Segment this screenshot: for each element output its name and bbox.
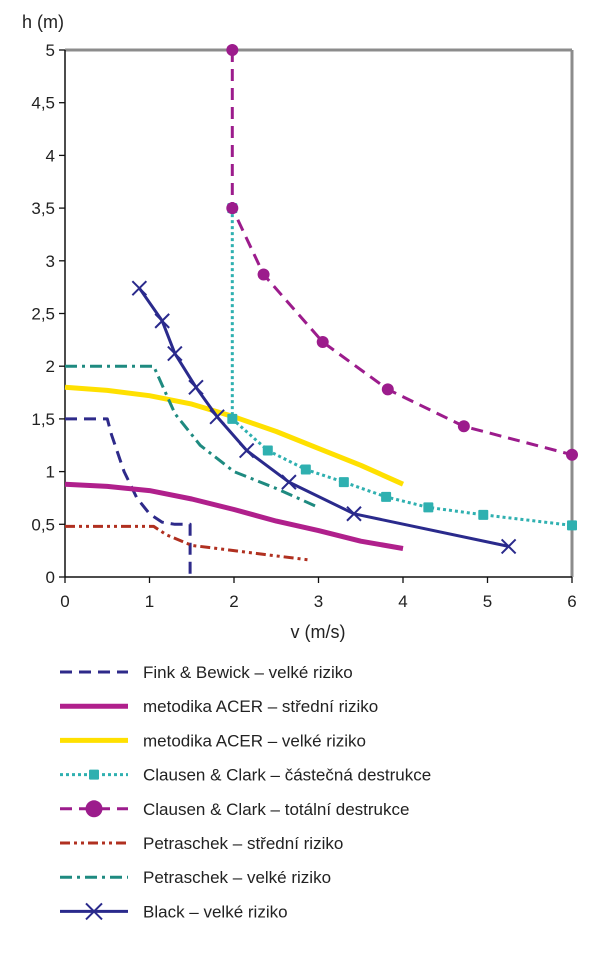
legend-item: Fink & Bewick – velké riziko [60, 663, 353, 682]
series-line [138, 287, 509, 548]
data-point [423, 502, 434, 513]
series-line [64, 481, 404, 551]
data-point [457, 420, 470, 433]
data-point [300, 464, 311, 475]
data-point [316, 335, 329, 348]
series-line [65, 524, 311, 562]
legend-label: Petraschek – velké riziko [143, 868, 331, 887]
series-5 [65, 524, 311, 562]
x-tick-label: 3 [314, 592, 323, 611]
legend-item: Clausen & Clark – totální destrukce [60, 800, 409, 819]
series-0 [65, 417, 192, 577]
y-tick-label: 4,5 [31, 94, 55, 113]
data-point [262, 445, 273, 456]
y-axis-title: h (m) [22, 12, 64, 32]
data-point [154, 313, 170, 329]
axes-layer: 0 0,5 1 1,5 2 2,5 3 3,5 4 4,5 5 0 1 2 3 4 5 6 h (m) v (m/s) [22, 12, 577, 642]
y-tick-label: 0,5 [31, 515, 55, 534]
data-point [281, 474, 297, 490]
y-tick-label: 5 [46, 41, 55, 60]
series-6 [65, 364, 320, 509]
legend-label: Clausen & Clark – částečná destrukce [143, 766, 431, 785]
legend-label: Fink & Bewick – velké riziko [143, 663, 353, 682]
y-tick-label: 4 [46, 146, 55, 165]
legend-swatch-marker [85, 800, 103, 818]
series-line [65, 417, 192, 577]
legend-label: metodika ACER – střední riziko [143, 697, 378, 716]
y-tick-label: 1 [46, 463, 55, 482]
x-tick-label: 1 [145, 592, 154, 611]
data-point [188, 379, 204, 395]
legend-label: Petraschek – střední riziko [143, 834, 343, 853]
legend-item: Black – velké riziko [60, 902, 288, 921]
y-tick-label: 0 [46, 568, 55, 587]
data-point [226, 44, 239, 56]
legend-swatch-marker [89, 769, 99, 780]
series-line [65, 364, 320, 509]
x-tick-label: 4 [398, 592, 407, 611]
data-point [381, 491, 392, 502]
legend-item: metodika ACER – velké riziko [60, 731, 366, 750]
legend-item: metodika ACER – střední riziko [60, 697, 378, 716]
x-tick-label: 0 [60, 592, 69, 611]
data-point [478, 509, 489, 520]
data-point [346, 506, 362, 522]
data-point [131, 280, 148, 296]
legend-item: Petraschek – velké riziko [60, 868, 331, 887]
data-point [209, 409, 225, 425]
legend-label: Black – velké riziko [143, 902, 288, 921]
data-point [226, 202, 239, 215]
series-7 [131, 280, 517, 555]
y-tick-label: 2,5 [31, 305, 55, 324]
y-tick-label: 1,5 [31, 410, 55, 429]
series-4 [226, 44, 578, 461]
y-tick-label: 3,5 [31, 199, 55, 218]
y-tick-label: 2 [46, 357, 55, 376]
x-tick-label: 6 [567, 592, 576, 611]
data-point [381, 383, 394, 396]
data-point [338, 477, 349, 488]
legend-label: metodika ACER – velké riziko [143, 731, 366, 750]
data-point [227, 413, 238, 424]
data-point [238, 442, 255, 459]
plot-frame [65, 48, 574, 577]
legend: Fink & Bewick – velké riziko metodika ACE… [60, 663, 431, 921]
legend-label: Clausen & Clark – totální destrukce [143, 800, 409, 819]
y-tick-label: 3 [46, 252, 55, 271]
data-point [167, 345, 183, 362]
series-layer [64, 44, 578, 577]
series-1 [64, 481, 404, 551]
x-tick-label: 5 [483, 592, 492, 611]
data-point [567, 520, 577, 531]
data-point [500, 538, 517, 555]
x-tick-label: 2 [229, 592, 238, 611]
legend-item: Clausen & Clark – částečná destrukce [60, 766, 431, 785]
legend-item: Petraschek – střední riziko [60, 834, 343, 853]
data-point [566, 448, 578, 461]
x-axis-title: v (m/s) [291, 622, 346, 642]
legend-swatch-marker [85, 902, 103, 921]
data-point [257, 268, 270, 281]
series-line [230, 50, 573, 457]
